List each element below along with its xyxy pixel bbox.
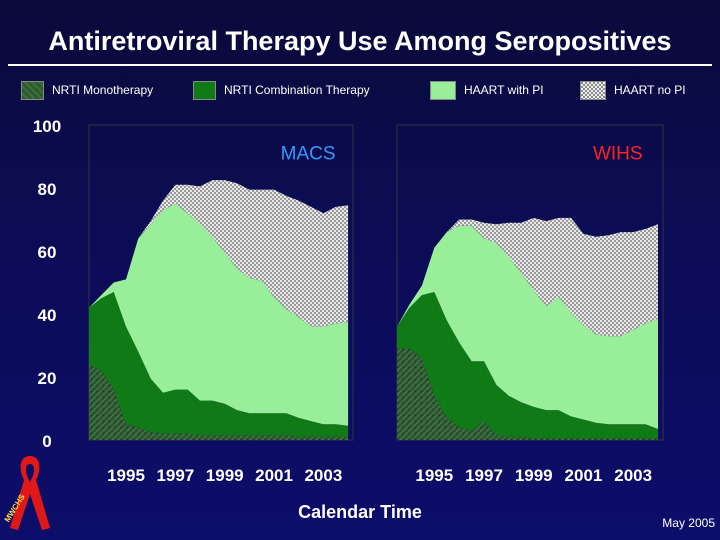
y-tick-label: 20	[38, 369, 57, 388]
area-nrti-combination	[89, 292, 349, 437]
x-axis-title: Calendar Time	[298, 502, 422, 522]
area-haart-no-pi	[89, 180, 349, 327]
area-haart-no-pi	[397, 217, 658, 337]
date-label: May 2005	[662, 516, 715, 530]
legend-label-haart-with-pi: HAART with PI	[464, 83, 544, 97]
legend-swatch-haart-no-pi	[580, 80, 606, 100]
x-tick-label: 2003	[614, 466, 652, 485]
x-tick-label: 1999	[206, 466, 244, 485]
legend-swatch-nrti-combination	[193, 80, 216, 100]
x-tick-label: 1999	[515, 466, 553, 485]
legend-label-haart-no-pi: HAART no PI	[614, 83, 686, 97]
x-tick-label: 1997	[156, 466, 194, 485]
x-tick-label: 2003	[304, 466, 342, 485]
x-tick-label: 1995	[415, 466, 453, 485]
legend-item-nrti-combination: NRTI Combination Therapy	[193, 79, 370, 101]
x-tick-label: 1997	[465, 466, 503, 485]
legend-label-nrti-combination: NRTI Combination Therapy	[224, 83, 370, 97]
title-divider	[8, 64, 712, 66]
y-tick-label: 80	[38, 180, 57, 199]
y-tick-label: 60	[38, 243, 57, 262]
red-ribbon-icon: MWCHS	[3, 456, 50, 530]
page-title: Antiretroviral Therapy Use Among Seropos…	[48, 26, 672, 56]
y-tick-label: 40	[38, 306, 57, 325]
x-tick-label: 2001	[565, 466, 603, 485]
legend: NRTI Monotherapy NRTI Combination Therap…	[0, 79, 720, 101]
area-nrti-combination	[397, 292, 658, 439]
x-tick-label: 2001	[255, 466, 293, 485]
panel-label: WIHS	[593, 144, 643, 165]
legend-label-nrti-monotherapy: NRTI Monotherapy	[52, 83, 154, 97]
wihs-chart: WIHS 1995 1997 1999 2001 2003	[396, 124, 664, 485]
panel-label: MACS	[281, 144, 336, 165]
y-tick-label: 0	[42, 432, 51, 451]
area-haart-with-pi	[89, 203, 349, 426]
legend-item-haart-no-pi: HAART no PI	[580, 79, 686, 101]
y-tick-label: 100	[33, 117, 61, 136]
legend-item-haart-with-pi: HAART with PI	[430, 79, 544, 101]
area-nrti-monotherapy	[89, 364, 349, 440]
x-tick-label: 1995	[107, 466, 145, 485]
legend-swatch-haart-with-pi	[430, 80, 456, 100]
legend-item-nrti-monotherapy: NRTI Monotherapy	[21, 79, 153, 101]
legend-swatch-nrti-monotherapy	[21, 80, 44, 100]
area-haart-with-pi	[397, 225, 658, 429]
area-nrti-monotherapy	[397, 348, 658, 440]
macs-chart: MACS 0 20 40 60 80 100 1995 1997 1999 2001 2003	[33, 117, 354, 485]
